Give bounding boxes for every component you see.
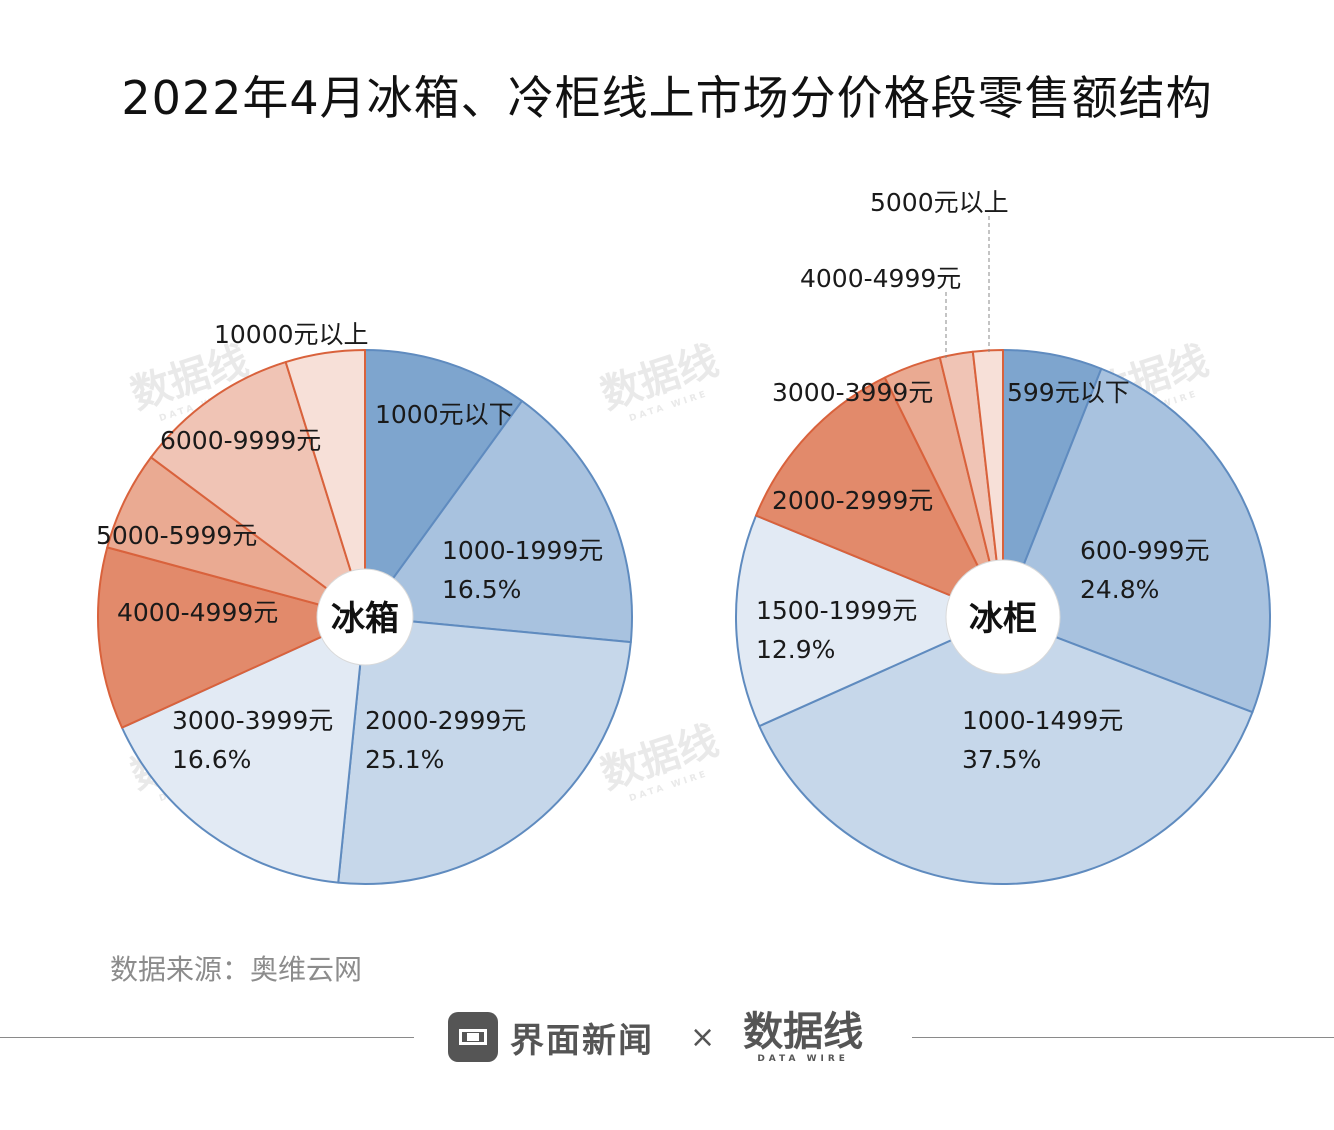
slice-value-label: 16.6% (172, 745, 251, 774)
pie-center-hub (945, 559, 1061, 675)
pie-slice (971, 349, 1004, 618)
pie-slice (364, 349, 523, 618)
slice-label: 1000-1999元 (442, 536, 603, 565)
footer-line-right (912, 1037, 1334, 1038)
slice-label: 5000元以上 (870, 188, 1009, 217)
slice-label: 1500-1999元 (756, 596, 917, 625)
brand-name: 界面新闻 (510, 1020, 654, 1061)
partner-name: 数据线 (743, 1009, 864, 1055)
pie-slice (735, 514, 1004, 728)
pie-center-label: 冰箱 (331, 599, 399, 639)
slice-label: 4000-4999元 (800, 264, 961, 293)
slice-label: 3000-3999元 (772, 378, 933, 407)
slice-label: 1000元以下 (375, 400, 514, 429)
footer-brand: 界面新闻 × 数据线 DATA WIRE (448, 1010, 863, 1064)
pie-slice (149, 361, 366, 618)
footer-line-left (0, 1037, 414, 1038)
pie-center-hub (316, 568, 414, 666)
slice-label: 2000-2999元 (772, 486, 933, 515)
slice-value-label: 12.9% (756, 635, 835, 664)
pie-center-label: 冰柜 (969, 599, 1037, 639)
source-note: 数据来源：奥维云网 (110, 953, 363, 986)
pie-slice (97, 546, 366, 729)
slice-value-label: 25.1% (365, 745, 444, 774)
slice-label: 2000-2999元 (365, 706, 526, 735)
slice-label: 6000-9999元 (160, 426, 321, 455)
times-sign: × (690, 1019, 716, 1055)
pie-slice (337, 616, 632, 885)
brand-logo-icon (448, 1012, 498, 1062)
slice-label: 599元以下 (1007, 378, 1130, 407)
pie-slice (1002, 367, 1271, 714)
slice-label: 1000-1499元 (962, 706, 1123, 735)
slice-label: 4000-4999元 (117, 598, 278, 627)
pie-chart: 冰柜 599元以下 600-999元 24.8% 1000-1499元 37.5% 1500… (735, 188, 1271, 886)
pie-slice (755, 376, 1004, 618)
slice-label: 600-999元 (1080, 536, 1209, 565)
pie-slice (284, 349, 366, 618)
slice-value-label: 16.5% (442, 575, 521, 604)
partner-logo: 数据线 DATA WIRE (743, 1010, 863, 1064)
pie-slice (121, 616, 366, 884)
slice-label: 3000-3999元 (172, 706, 333, 735)
slice-value-label: 37.5% (962, 745, 1041, 774)
pie-slice (758, 616, 1254, 886)
slice-label: 10000元以上 (214, 320, 369, 349)
pie-slice (364, 399, 634, 644)
chart-title: 2022年4月冰箱、冷柜线上市场分价格段零售额结构 (121, 71, 1213, 125)
slice-label: 5000-5999元 (96, 521, 257, 550)
slice-value-label: 24.8% (1080, 575, 1159, 604)
pie-chart: 冰箱 1000元以下 1000-1999元 16.5% 2000-2999元 25.1% 3… (96, 320, 634, 885)
partner-sub: DATA WIRE (757, 1054, 849, 1064)
